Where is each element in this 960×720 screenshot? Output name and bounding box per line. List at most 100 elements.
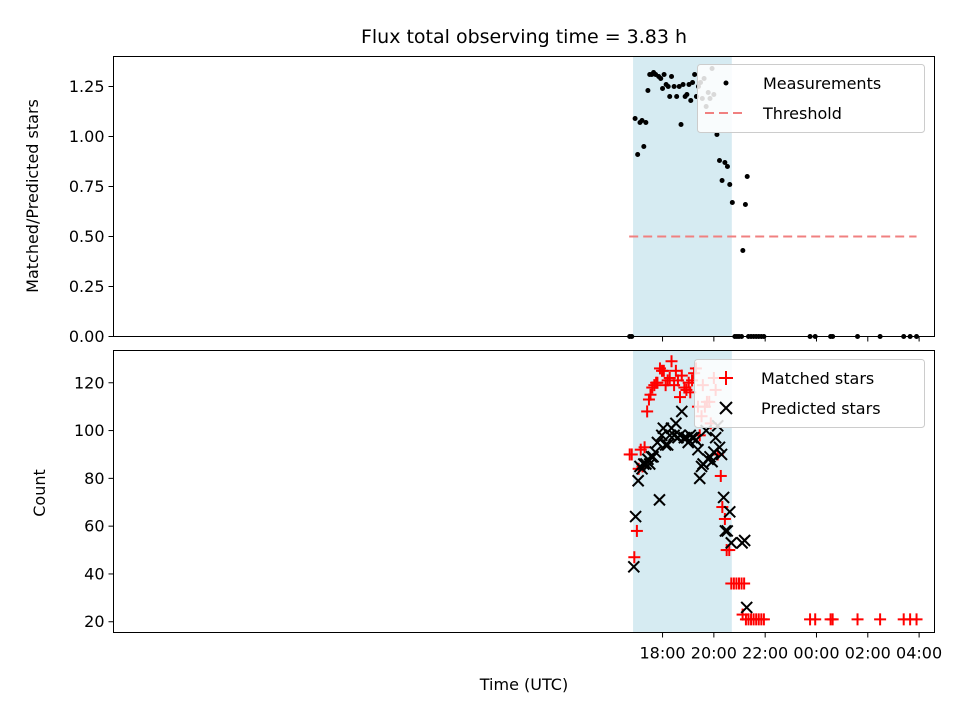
predicted-star-point [689,433,703,447]
predicted-star-point [631,474,645,487]
measurement-point [667,94,673,99]
matched-star-point [738,577,751,590]
predicted-star-point [713,441,726,454]
predicted-star-point [691,443,705,456]
legend-label-threshold: Threshold [762,104,842,123]
x-tick-label: 18:00 [639,644,685,663]
predicted-star-point [675,405,688,418]
chart-title: Flux total observing time = 3.83 h [361,26,687,48]
panel-ratio: Flux total observing time = 3.83 h 0.00 0… [23,26,935,346]
matched-star-point [644,388,657,401]
predicted-star-point [663,429,676,442]
x-tick-label: 22:00 [742,644,788,663]
legend-top: Measurements Threshold [697,64,925,133]
predicted-star-point [651,436,664,449]
measurement-point [658,76,664,81]
y-tick-label: 0.50 [69,227,105,246]
predicted-star-point [717,491,730,504]
matched-star-point [910,613,923,626]
plot-frame-bottom [113,350,935,633]
measurement-point [645,88,651,93]
x-tick-label: 02:00 [845,644,891,663]
measurement-point [717,158,723,163]
y-tick-label: 80 [84,469,104,488]
y-tick-label: 20 [84,612,104,631]
x-axis-label: Time (UTC) [479,675,568,694]
matched-star-point [826,613,839,626]
matched-star-point [661,374,674,387]
matched-star-point [874,613,887,626]
measurement-point [729,200,735,205]
measurement-point [740,248,746,253]
y-tick-label: 0.75 [69,177,105,196]
y-tick-label: 100 [74,421,105,440]
y-tick-label: 0.00 [69,327,105,346]
measurement-point [639,118,645,123]
y-axis-ticks-top: 0.00 0.25 0.50 0.75 1.00 1.25 [69,77,114,346]
legend-box-bottom [694,359,925,428]
y-axis-ticks-bottom: 20 40 60 80 100 120 [74,373,114,631]
measurement-point [643,120,649,125]
legend-marker-measurements [723,80,729,86]
legend-label-measurements: Measurements [763,74,881,93]
measurement-point [680,82,686,87]
measurement-point [660,86,666,91]
legend-label-matched: Matched stars [761,369,874,388]
predicted-star-point [740,601,753,614]
predicted-star-point [693,472,706,485]
predicted-star-point [629,510,642,523]
predicted-star-point [715,448,728,461]
measurement-point [719,178,725,183]
matched-star-point [625,448,638,461]
legend-bottom: Matched stars Predicted stars [694,359,925,428]
measurement-point [744,174,750,179]
measurement-point [684,92,690,97]
legend-box-top [697,64,925,133]
legend-label-predicted: Predicted stars [761,399,881,418]
y-tick-label: 40 [84,564,104,583]
measurement-point [724,164,730,169]
y-tick-label: 1.25 [69,77,105,96]
y-axis-label-bottom: Count [30,469,49,517]
predicted-star-point [661,438,674,452]
measurement-point [635,152,641,157]
measurement-point [665,84,671,89]
measurement-point [690,80,696,85]
measurement-point [727,182,733,187]
matched-star-point [757,613,770,626]
measurement-point [678,122,684,127]
matched-star-point [663,371,676,384]
measurement-point [669,74,675,79]
matched-star-point [657,364,670,377]
predicted-star-point [669,417,683,430]
measurement-point [671,84,677,89]
x-tick-label: 20:00 [691,644,737,663]
measurement-point [676,84,682,89]
matched-star-point [675,369,688,382]
measurement-point [714,132,720,137]
predicted-star-point [643,457,656,471]
y-tick-label: 60 [84,517,104,536]
matched-star-point [638,441,651,454]
predicted-star-point [738,534,751,547]
measurement-point [632,116,638,121]
matched-star-point [665,355,678,368]
measurement-point [688,98,694,103]
predicted-star-point [719,524,732,538]
predicted-stars-series [627,405,753,614]
measurement-point [661,72,667,77]
measurement-point [674,94,680,99]
matched-star-point [851,613,864,626]
predicted-star-point [627,560,641,573]
matched-star-point [641,405,654,418]
y-tick-label: 0.25 [69,277,105,296]
predicted-star-point [720,524,734,538]
legend-marker-matched [719,371,733,385]
panel-counts: 20 40 60 80 100 120 18:00 20:00 22:00 00:00 02:00… [30,350,942,694]
predicted-star-point [705,455,719,468]
plot-frame-top [113,56,935,337]
x-axis-ticks-top [662,336,920,342]
matched-star-point [628,551,641,564]
predicted-star-point [709,431,722,444]
